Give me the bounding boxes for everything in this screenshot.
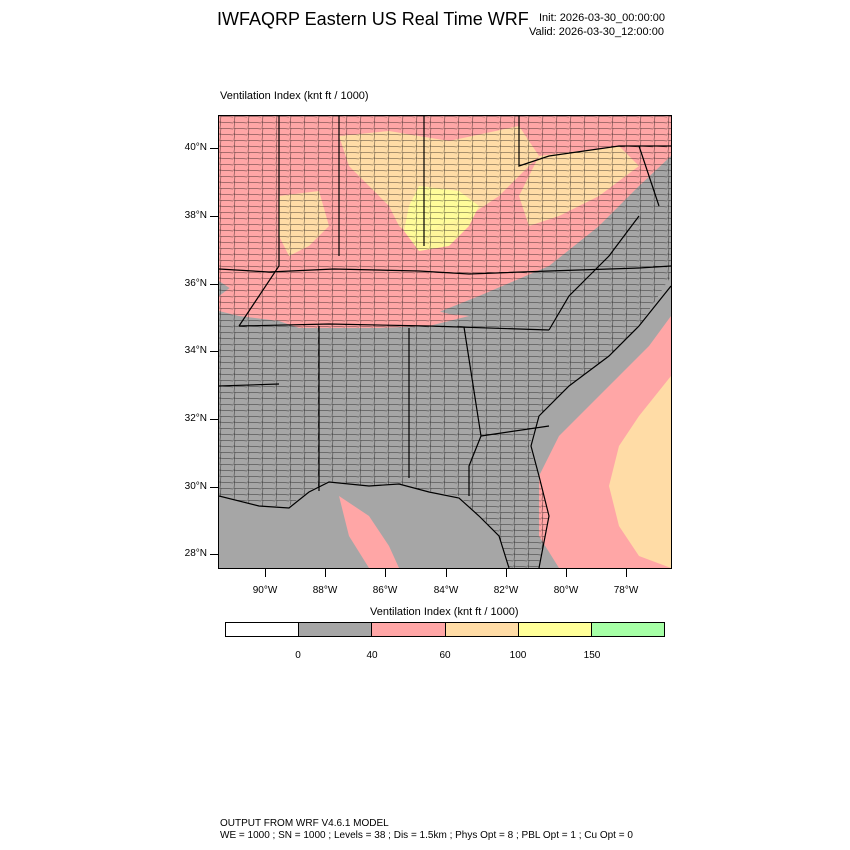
map-panel — [218, 115, 672, 569]
lon-label-84w: 84°W — [433, 585, 459, 596]
lat-label-28n: 28°N — [184, 548, 207, 559]
valid-time: Valid: 2026-03-30_12:00:00 — [529, 26, 664, 38]
lat-tick — [210, 554, 218, 555]
coastline — [219, 285, 671, 568]
lat-tick — [210, 487, 218, 488]
init-time: Init: 2026-03-30_00:00:00 — [539, 12, 665, 24]
pink-region-gulf — [339, 496, 399, 568]
field-label: Ventilation Index (knt ft / 1000) — [220, 90, 369, 102]
lon-tick — [506, 569, 507, 577]
tan-region-atlantic — [609, 376, 671, 568]
colorbar-label: 60 — [439, 650, 451, 661]
colorbar-box — [226, 623, 300, 636]
colorbar-label: 100 — [509, 650, 527, 661]
lat-tick — [210, 419, 218, 420]
lat-tick — [210, 284, 218, 285]
county-boundaries — [219, 116, 671, 568]
lat-tick — [210, 216, 218, 217]
lon-label-86w: 86°W — [372, 585, 398, 596]
colorbar-box — [299, 623, 373, 636]
lon-tick — [325, 569, 326, 577]
lat-label-30n: 30°N — [184, 481, 207, 492]
lon-label-88w: 88°W — [312, 585, 338, 596]
lat-label-38n: 38°N — [184, 210, 207, 221]
lon-tick — [265, 569, 266, 577]
lon-label-78w: 78°W — [613, 585, 639, 596]
colorbar-label: 40 — [366, 650, 378, 661]
lat-tick — [210, 148, 218, 149]
colorbar — [225, 622, 665, 637]
colorbar-box — [445, 623, 519, 636]
footer-model-line: OUTPUT FROM WRF V4.6.1 MODEL — [220, 818, 389, 829]
lon-label-82w: 82°W — [493, 585, 519, 596]
lat-label-34n: 34°N — [184, 345, 207, 356]
lon-tick — [566, 569, 567, 577]
lat-label-36n: 36°N — [184, 278, 207, 289]
footer-config-line: WE = 1000 ; SN = 1000 ; Levels = 38 ; Di… — [220, 830, 633, 841]
colorbar-title: Ventilation Index (knt ft / 1000) — [370, 606, 519, 618]
lat-label-40n: 40°N — [184, 142, 207, 153]
colorbar-box — [372, 623, 446, 636]
lat-label-32n: 32°N — [184, 413, 207, 424]
colorbar-label: 0 — [295, 650, 301, 661]
chart-title: IWFAQRP Eastern US Real Time WRF — [217, 9, 529, 29]
lon-tick — [626, 569, 627, 577]
lon-tick — [446, 569, 447, 577]
lon-label-90w: 90°W — [252, 585, 278, 596]
colorbar-box — [518, 623, 592, 636]
lon-tick — [385, 569, 386, 577]
lon-label-80w: 80°W — [553, 585, 579, 596]
map-svg — [219, 116, 671, 568]
lat-tick — [210, 351, 218, 352]
colorbar-label: 150 — [583, 650, 601, 661]
state-boundaries — [219, 116, 671, 496]
colorbar-box — [591, 623, 665, 636]
